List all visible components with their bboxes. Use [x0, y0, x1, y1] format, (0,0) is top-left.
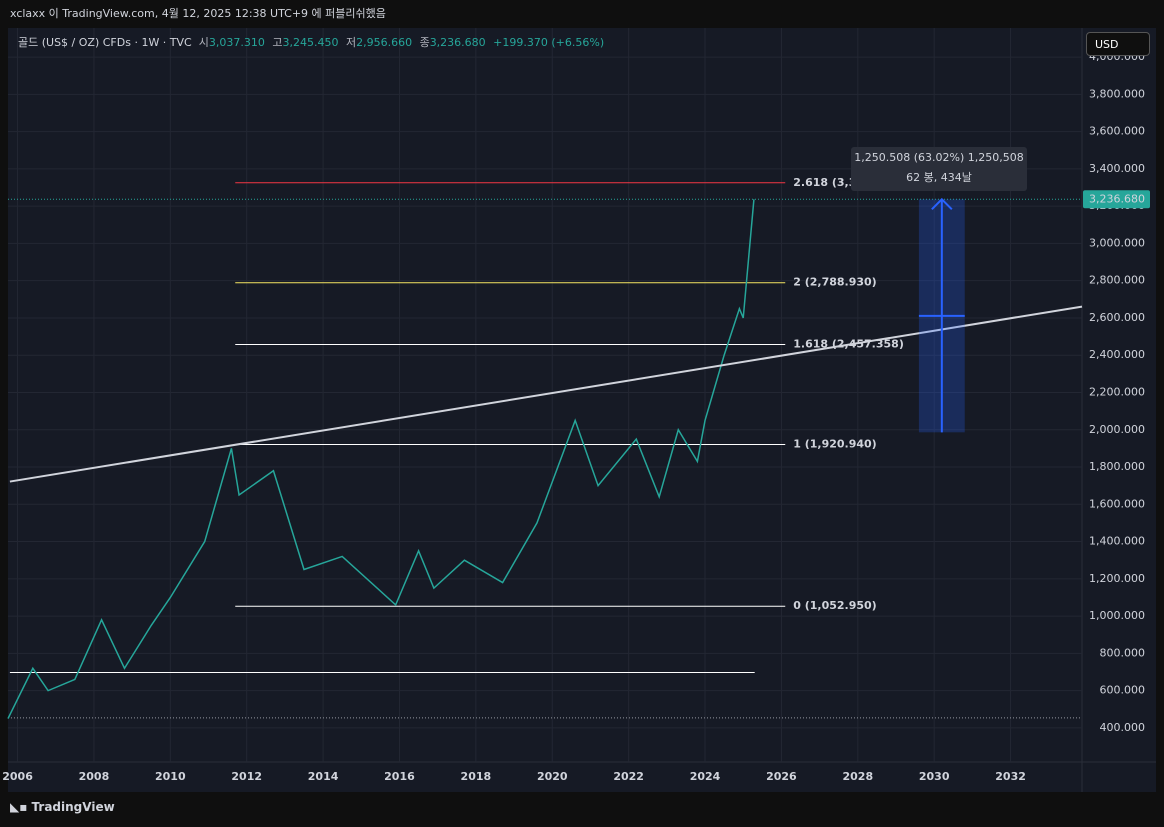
x-tick-label: 2018	[461, 770, 492, 783]
high: 3,245.450	[282, 36, 339, 49]
x-tick-label: 2030	[919, 770, 950, 783]
footer-text: TradingView	[31, 800, 115, 814]
x-tick-label: 2026	[766, 770, 797, 783]
last-price-box	[1083, 190, 1150, 209]
last-price-label: 3,236.680	[1089, 192, 1145, 205]
x-tick-label: 2022	[613, 770, 644, 783]
publish-header: xclaxx 이 TradingView.com, 4월 12, 2025 12…	[10, 7, 386, 20]
open: 3,037.310	[208, 36, 265, 49]
low-label: 저	[345, 36, 357, 49]
x-tick-label: 2032	[995, 770, 1026, 783]
measure-tooltip	[851, 147, 1027, 191]
fib-label: 0 (1,052.950)	[793, 599, 876, 612]
x-tick-label: 2008	[79, 770, 110, 783]
currency-button[interactable]: USD	[1086, 32, 1150, 56]
y-tick-label: 3,600.000	[1089, 125, 1145, 138]
high-label: 고	[272, 36, 283, 49]
fib-label: 2 (2,788.930)	[793, 276, 876, 289]
trend-line	[9, 305, 1083, 483]
y-tick-label: 1,000.000	[1089, 609, 1145, 622]
y-tick-label: 1,400.000	[1089, 535, 1145, 548]
x-tick-label: 2014	[308, 770, 339, 783]
y-tick-label: 3,400.000	[1089, 162, 1145, 175]
measure-text: 62 봉, 434날	[906, 171, 972, 184]
open-label: 시	[198, 36, 209, 49]
x-tick-label: 2012	[231, 770, 262, 783]
y-tick-label: 2,000.000	[1089, 423, 1145, 436]
x-tick-label: 2024	[690, 770, 721, 783]
close: 3,236.680	[429, 36, 486, 49]
y-tick-label: 3,000.000	[1089, 236, 1145, 249]
fib-label: 1 (1,920.940)	[793, 437, 876, 450]
x-tick-label: 2028	[842, 770, 873, 783]
low: 2,956.660	[356, 36, 413, 49]
y-tick-label: 600.000	[1100, 684, 1146, 697]
y-tick-label: 1,800.000	[1089, 460, 1145, 473]
x-tick-label: 2016	[384, 770, 415, 783]
y-tick-label: 2,400.000	[1089, 348, 1145, 361]
footer-logo: ◣▪ TradingView	[10, 800, 115, 814]
y-tick-label: 800.000	[1100, 646, 1146, 659]
y-tick-label: 2,800.000	[1089, 274, 1145, 287]
x-tick-label: 2020	[537, 770, 568, 783]
measure-text: 1,250.508 (63.02%) 1,250,508	[854, 151, 1024, 164]
fib-label: 2.618 (3,32	[793, 176, 864, 189]
y-tick-label: 1,200.000	[1089, 572, 1145, 585]
logo-mark: ◣▪	[10, 800, 32, 814]
y-tick-label: 1,600.000	[1089, 497, 1145, 510]
price-line	[7, 199, 755, 719]
change: +199.370 (+6.56%)	[493, 36, 605, 49]
y-tick-label: 400.000	[1100, 721, 1146, 734]
close-label: 종	[419, 36, 430, 49]
x-tick-label: 2006	[2, 770, 33, 783]
chart-background	[8, 28, 1156, 792]
y-tick-label: 2,600.000	[1089, 311, 1145, 324]
y-tick-label: 3,800.000	[1089, 87, 1145, 100]
y-tick-label: 2,200.000	[1089, 385, 1145, 398]
symbol: 골드 (US$ / OZ) CFDs · 1W · TVC	[18, 36, 192, 49]
legend: 골드 (US$ / OZ) CFDs · 1W · TVC 시3,037.310…	[18, 34, 608, 50]
measure-arrowhead	[931, 197, 953, 211]
x-tick-label: 2010	[155, 770, 186, 783]
